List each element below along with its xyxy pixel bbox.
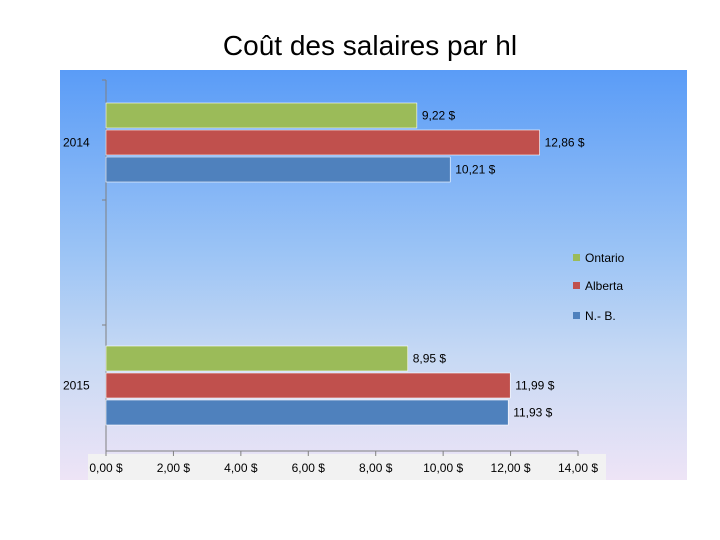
bar [105,102,418,129]
x-tick-label: 4,00 $ [224,461,258,475]
data-label: 8,95 $ [413,352,447,366]
data-label: 11,93 $ [513,406,552,420]
category-label: 2014 [63,136,90,150]
plot-area: 0,00 $ 2,00 $ 4,00 $ 6,00 $ 8,00 $ 10,00 $ 12,… [60,70,687,480]
x-tick-label-band [88,454,606,480]
x-tick-label: 10,00 $ [423,461,463,475]
bar [105,399,509,426]
legend-label: N.- B. [585,309,616,323]
chart-title: Coût des salaires par hl [222,30,518,61]
bar-chart: 0,00 $ 2,00 $ 4,00 $ 6,00 $ 8,00 $ 10,00 $ 12,… [63,79,625,480]
bar [105,372,511,399]
bar [105,129,540,156]
x-tick-label: 12,00 $ [491,461,531,475]
x-tick-label: 0,00 $ [89,461,123,475]
legend-swatch [573,312,580,319]
x-tick-label: 6,00 $ [292,461,326,475]
x-tick-label: 2,00 $ [157,461,191,475]
x-tick-label: 8,00 $ [359,461,393,475]
data-label: 11,99 $ [515,379,554,393]
legend-swatch [573,254,580,261]
legend-swatch [573,282,580,289]
x-tick-label: 14,00 $ [558,461,598,475]
bar [105,156,451,183]
data-label: 9,22 $ [422,109,456,123]
legend-label: Alberta [585,279,623,293]
bar [105,345,409,372]
data-label: 12,86 $ [545,136,585,150]
legend-label: Ontario [585,251,625,265]
category-label: 2015 [63,379,90,393]
data-label: 10,21 $ [455,163,495,177]
